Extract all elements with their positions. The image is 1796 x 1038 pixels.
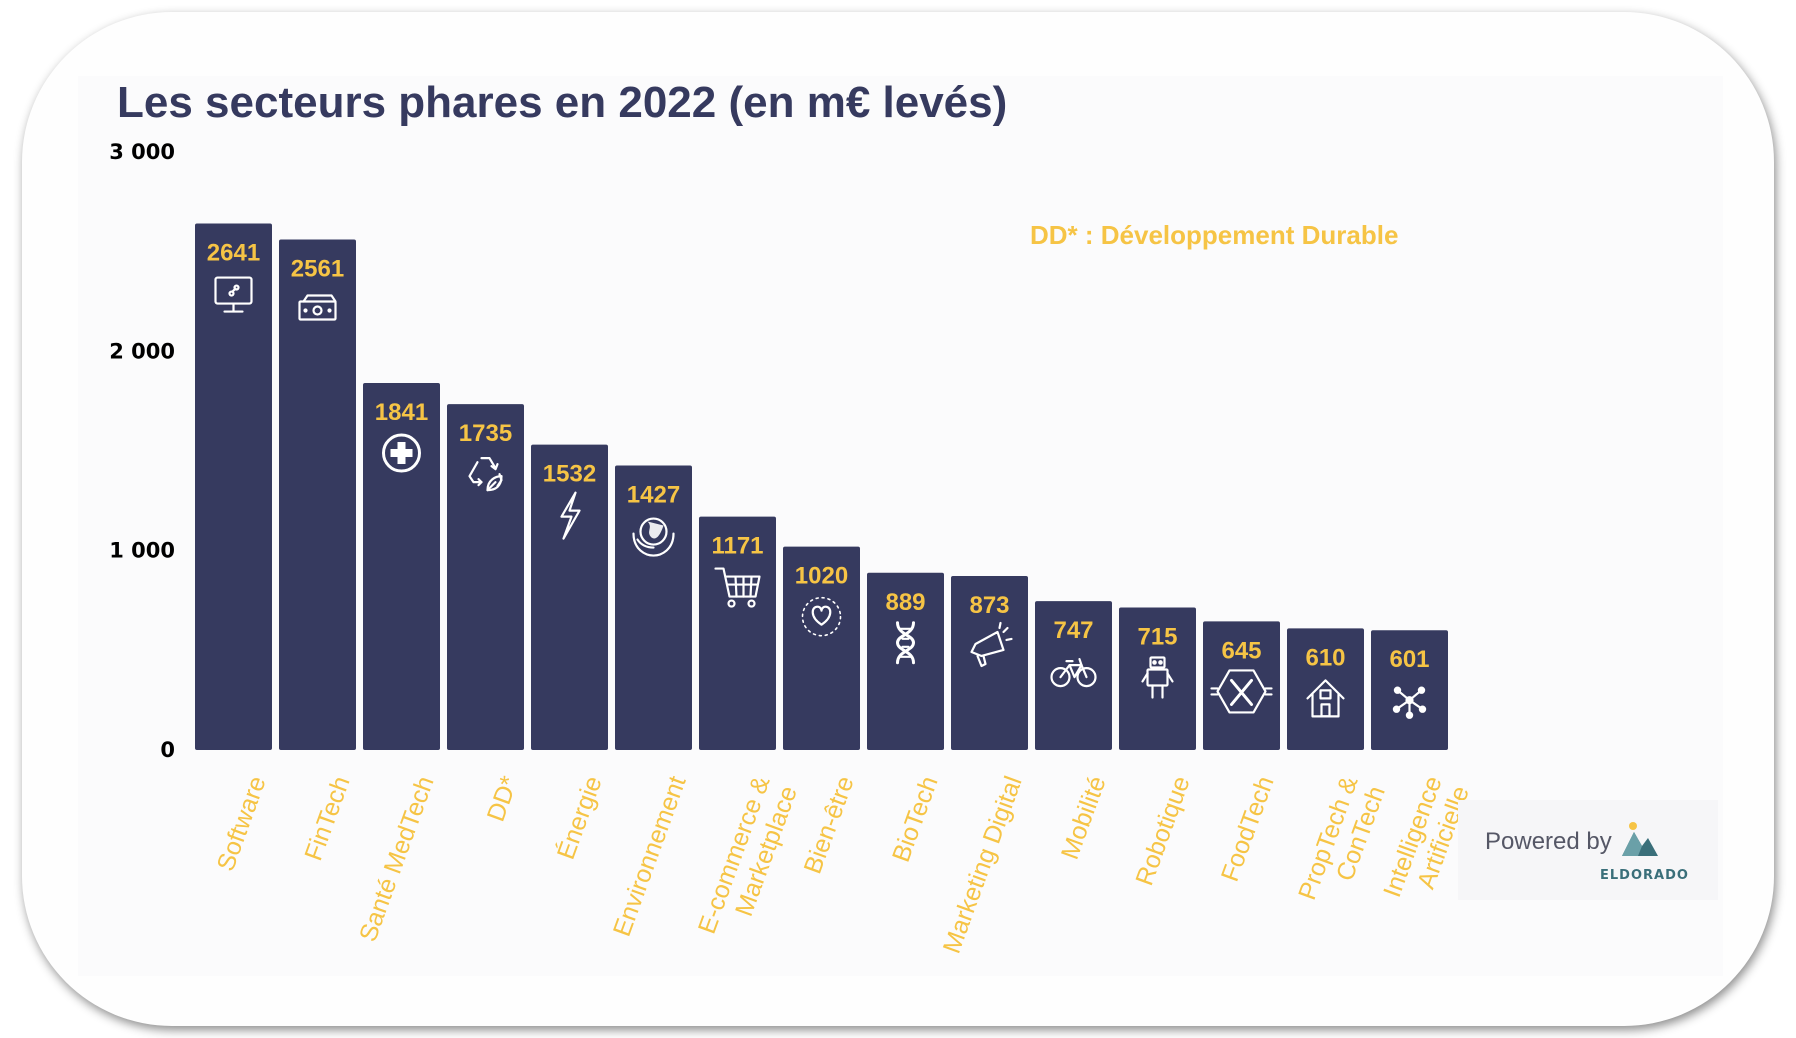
bar [195, 223, 272, 750]
bar-value-label: 747 [1053, 617, 1093, 644]
category-label-line: Énergie [551, 772, 608, 863]
bar [951, 575, 1028, 750]
category-label-line: Robotique [1130, 772, 1195, 889]
category-label: Énergie [551, 772, 608, 863]
bar-value-label: 1020 [795, 563, 848, 590]
category-label-line: Software [212, 772, 272, 874]
y-tick-label: 1 000 [109, 539, 175, 563]
bar [783, 546, 860, 750]
bar [531, 444, 608, 750]
recycle-icon [468, 457, 503, 492]
category-label-line: FinTech [299, 772, 355, 864]
robot-icon [1141, 656, 1174, 699]
computer-monitor-icon [214, 276, 253, 313]
powered-by-badge [1458, 800, 1718, 900]
network-icon [1392, 686, 1427, 719]
category-label: Software [212, 772, 272, 874]
category-label-line: Marketing Digital [938, 772, 1028, 957]
bar [1119, 607, 1196, 750]
bicycle-icon [1050, 657, 1097, 688]
bar [279, 239, 356, 751]
eldorado-brand: ELDORADO [1600, 868, 1689, 883]
bar [699, 516, 776, 750]
bar [1371, 630, 1448, 750]
bar-value-label: 1841 [375, 399, 428, 426]
dna-icon [896, 621, 915, 665]
globe-leaf-icon [632, 517, 675, 557]
category-label: FinTech [299, 772, 355, 864]
bar-value-label: 645 [1221, 637, 1261, 664]
bar [1287, 628, 1364, 750]
house-icon [1306, 679, 1345, 718]
category-label: Environnement [608, 772, 692, 940]
bar-value-label: 1532 [543, 461, 596, 488]
bar-value-label: 1171 [711, 533, 763, 560]
category-label: FoodTech [1216, 772, 1280, 885]
bar [447, 404, 524, 750]
category-label: Mobilité [1056, 772, 1112, 863]
heart-icon [801, 596, 842, 637]
bar-value-label: 1735 [459, 420, 512, 447]
category-label: E-commerce &Marketplace [693, 772, 803, 947]
medical-cross-icon [382, 433, 421, 473]
bar-value-label: 610 [1305, 644, 1345, 671]
y-tick-label: 0 [160, 738, 175, 762]
category-label-line: Mobilité [1056, 772, 1112, 863]
category-label: DD* [482, 772, 524, 825]
category-label-line: FoodTech [1216, 772, 1280, 885]
bar-value-label: 889 [885, 589, 925, 616]
bar-value-label: 2561 [291, 256, 344, 283]
category-label: Marketing Digital [938, 772, 1028, 957]
megaphone-icon [970, 621, 1013, 668]
bar-value-label: 873 [969, 592, 1009, 619]
category-label: BioTech [887, 772, 944, 865]
category-label-line: Bien-être [799, 772, 860, 877]
y-tick-label: 3 000 [109, 140, 175, 164]
category-label: Robotique [1130, 772, 1195, 889]
bar [1203, 621, 1280, 750]
category-label-line: Environnement [608, 772, 692, 940]
powered-by-label: Powered by [1485, 828, 1612, 855]
category-label-line: Santé MedTech [354, 772, 440, 945]
bar-value-label: 601 [1389, 646, 1429, 673]
eldorado-logo-icon [1622, 822, 1658, 856]
category-label-line: BioTech [887, 772, 944, 865]
category-label: Bien-être [799, 772, 860, 877]
y-tick-label: 2 000 [109, 339, 175, 363]
chart-card [22, 12, 1774, 1026]
bar-value-label: 1427 [627, 482, 680, 509]
bar [363, 383, 440, 750]
chart-title: Les secteurs phares en 2022 (en m€ levés… [117, 78, 1008, 127]
bar-value-label: 715 [1137, 623, 1177, 650]
fork-knife-icon [1210, 669, 1273, 714]
banknote-icon [298, 294, 337, 321]
bar [867, 572, 944, 750]
shopping-cart-icon [714, 567, 761, 608]
lightning-icon [560, 491, 581, 540]
category-label-line: DD* [482, 772, 524, 825]
category-label: Santé MedTech [354, 772, 440, 945]
category-label: PropTech &ConTech [1293, 772, 1391, 913]
bar-value-label: 2641 [207, 240, 260, 267]
legend-note: DD* : Développement Durable [1030, 220, 1399, 250]
